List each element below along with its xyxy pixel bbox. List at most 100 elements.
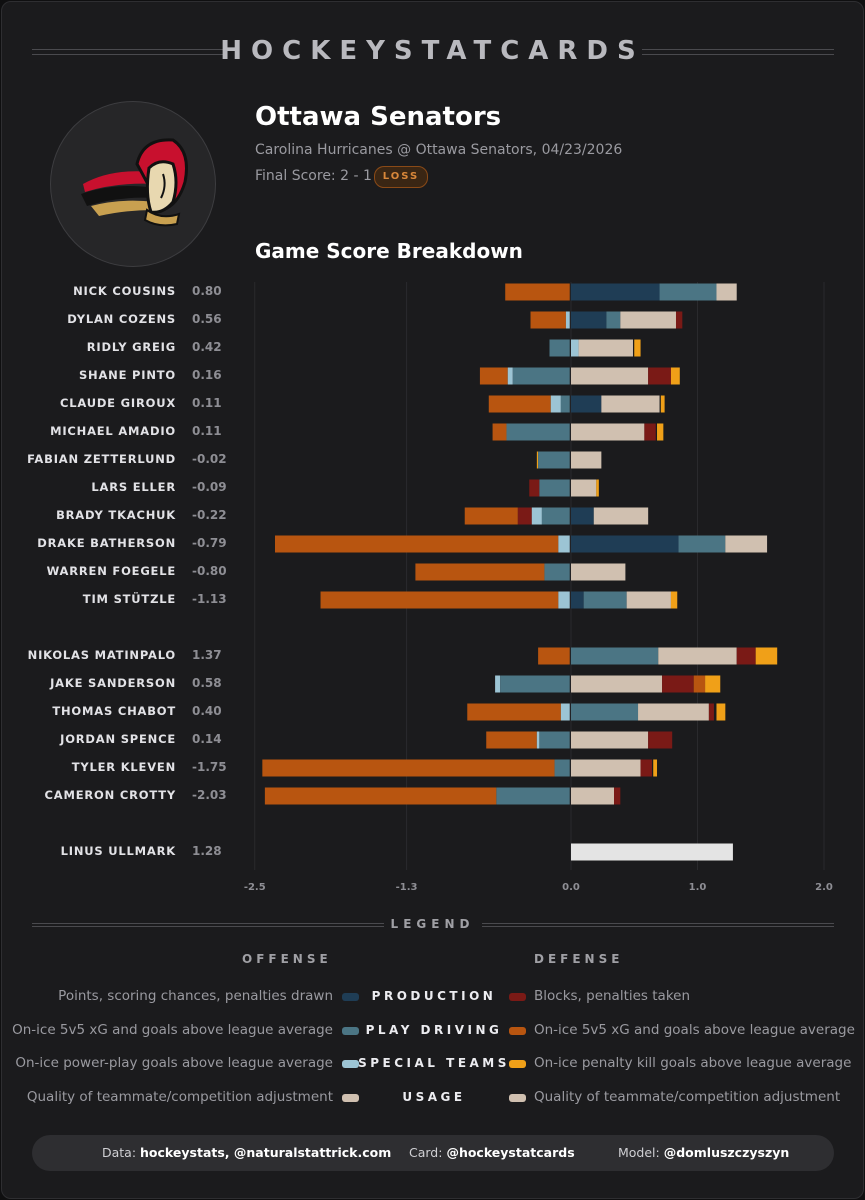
player-game-score: -0.02 — [192, 452, 227, 466]
bar-segment-def-play-driving — [479, 367, 508, 385]
player-name: DYLAN COZENS — [67, 312, 176, 326]
bar-segment-off-play-driving — [606, 311, 621, 329]
bar-segment-off-play-driving — [496, 787, 570, 805]
footer-card-credit: Card: @hockeystatcards — [409, 1145, 575, 1160]
bar-segment-def-production — [648, 731, 673, 749]
player-game-score: 0.11 — [192, 396, 222, 410]
x-tick-label: -1.3 — [396, 882, 418, 893]
bar-segment-def-play-driving — [538, 647, 570, 665]
bar-segment-def-special-teams — [660, 395, 665, 413]
legend-defense-desc: On-ice penalty kill goals above league a… — [534, 1055, 852, 1071]
player-name: TYLER KLEVEN — [71, 760, 176, 774]
legend-category: PLAY DRIVING — [365, 1022, 503, 1037]
bar-segment-off-special-teams — [571, 339, 579, 357]
player-name: CLAUDE GIROUX — [59, 396, 176, 410]
bar-segment-def-special-teams — [657, 423, 664, 441]
bar-segment-def-special-teams — [716, 703, 726, 721]
bar-segment-def-production — [644, 423, 656, 441]
player-name: FABIAN ZETTERLUND — [27, 452, 176, 466]
bar-segment-off-play-driving — [538, 451, 570, 469]
bar-segment-off-production — [571, 535, 679, 553]
bar-segment-off-usage — [658, 647, 737, 665]
bar-segment-def-special-teams — [653, 759, 658, 777]
legend-divider-right — [482, 923, 834, 927]
player-name: THOMAS CHABOT — [52, 704, 176, 718]
legend-defense-desc: On-ice 5v5 xG and goals above league ave… — [534, 1021, 855, 1038]
bar-segment-def-special-teams — [670, 367, 680, 385]
bar-segment-def-play-driving — [274, 535, 559, 553]
player-bar — [492, 423, 664, 441]
bar-segment-off-play-driving — [678, 535, 726, 553]
player-game-score: -0.22 — [192, 508, 227, 522]
bar-segment-off-production — [571, 283, 660, 301]
bar-segment-off-usage — [626, 591, 671, 609]
bar-segment-off-usage — [571, 731, 649, 749]
bar-segment-off-play-driving — [541, 507, 570, 525]
player-name: LARS ELLER — [91, 480, 176, 494]
bar-segment-def-special-teams — [670, 591, 678, 609]
player-game-score: -0.80 — [192, 564, 227, 578]
game-score-chart: -2.5 -1.3 0.0 1.0 2.0 — [244, 282, 833, 893]
bar-segment-def-play-driving — [467, 703, 561, 721]
player-bar — [264, 787, 621, 805]
bar-segment-off-play-driving — [571, 703, 639, 721]
player-game-score: 0.80 — [192, 284, 222, 298]
bar-segment-off-special-teams — [507, 367, 513, 385]
bar-segment-off-usage — [725, 535, 768, 553]
bar-segment-off-play-driving — [571, 647, 659, 665]
bar-segment-def-play-driving — [693, 675, 706, 693]
bar-segment-def-play-driving — [320, 591, 559, 609]
player-name: DRAKE BATHERSON — [37, 536, 176, 550]
player-name: RIDLY GREIG — [86, 340, 176, 354]
player-bar — [571, 843, 733, 861]
legend-category: PRODUCTION — [371, 989, 497, 1003]
legend-defense-swatch — [509, 1060, 526, 1068]
player-game-score: 0.58 — [192, 676, 222, 690]
legend-defense-desc: Quality of teammate/competition adjustme… — [534, 1088, 841, 1105]
legend-offense-swatch — [342, 1060, 359, 1068]
result-badge: LOSS — [374, 166, 428, 188]
bar-segment-def-play-driving — [486, 731, 537, 749]
player-bar — [549, 339, 641, 357]
bar-segment-off-usage — [571, 563, 626, 581]
chart-title: Game Score Breakdown — [255, 239, 523, 263]
bar-segment-off-usage — [571, 675, 663, 693]
footer-data-credit: Data: hockeystats, @naturalstattrick.com — [102, 1145, 392, 1160]
legend-title: LEGEND — [390, 917, 475, 931]
bar-segment-off-play-driving — [560, 395, 570, 413]
bar-segment-def-production — [614, 787, 621, 805]
bar-segment-off-usage — [716, 283, 737, 301]
player-bar — [464, 507, 649, 525]
final-score: Final Score: 2 - 1 — [255, 168, 372, 184]
player-game-score: -0.09 — [192, 480, 227, 494]
bar-segment-off-play-driving — [500, 675, 570, 693]
player-game-score: 0.11 — [192, 424, 222, 438]
team-logo — [50, 101, 216, 267]
bar-segment-def-play-driving — [530, 311, 566, 329]
player-game-score: -0.79 — [192, 536, 227, 550]
bar-segment-def-play-driving — [464, 507, 518, 525]
bar-segment-def-play-driving — [262, 759, 555, 777]
bar-segment-off-usage — [571, 451, 602, 469]
bar-segment-off-usage — [571, 479, 597, 497]
legend-defense-swatch — [509, 993, 526, 1001]
legend-offense-desc: Points, scoring chances, penalties drawn — [58, 988, 333, 1004]
legend-defense-swatch — [509, 1026, 526, 1035]
bar-segment-def-production — [640, 759, 652, 777]
player-game-score: 0.16 — [192, 368, 222, 382]
x-tick-label: 1.0 — [689, 882, 707, 893]
legend-offense-desc: Quality of teammate/competition adjustme… — [26, 1088, 333, 1105]
bar-segment-def-production — [529, 479, 540, 497]
legend-defense-desc: Blocks, penalties taken — [534, 988, 691, 1004]
bar-segment-off-special-teams — [495, 675, 501, 693]
bar-segment-def-play-driving — [488, 395, 551, 413]
bar-segment-off-usage — [620, 311, 676, 329]
bar-segment-off-play-driving — [583, 591, 627, 609]
brand-divider-right — [642, 49, 834, 55]
player-bar — [538, 647, 778, 665]
player-bar — [262, 759, 658, 777]
player-name: BRADY TKACHUK — [56, 508, 176, 522]
chart-bars — [262, 283, 778, 861]
player-bar — [320, 591, 678, 609]
bar-segment-def-play-driving — [415, 563, 545, 581]
